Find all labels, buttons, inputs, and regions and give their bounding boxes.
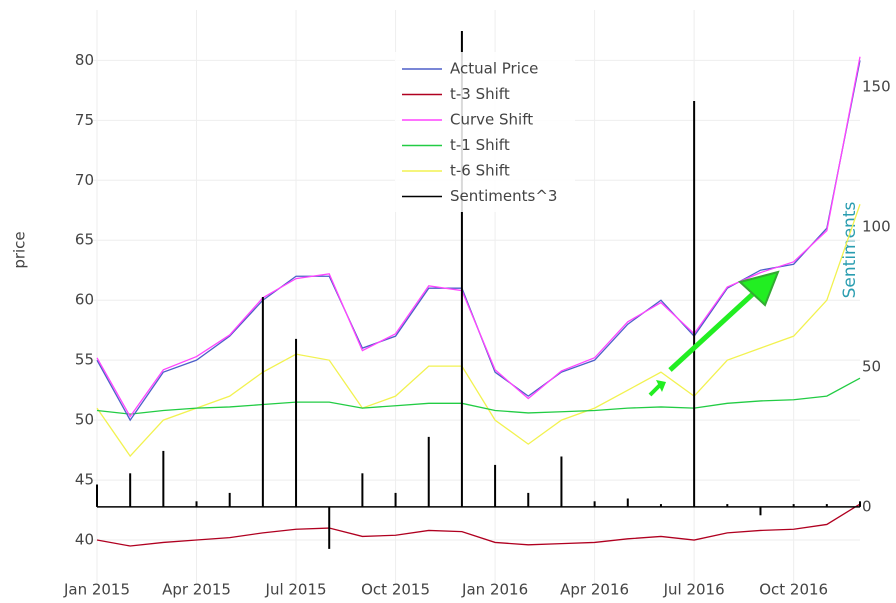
x-tick-label: Apr 2015 <box>162 581 231 599</box>
y2-tick-label: 0 <box>862 497 872 515</box>
legend-label: Curve Shift <box>450 111 533 129</box>
y-tick-label: 65 <box>75 231 94 249</box>
legend: Actual Price t-3 Shift Curve Shift t-1 Shif… <box>395 52 575 212</box>
y2-tick-label: 50 <box>862 357 881 375</box>
plot-area <box>92 10 861 585</box>
x-tick-label: Oct 2016 <box>759 581 828 599</box>
legend-label: Sentiments^3 <box>450 187 557 205</box>
y-tick-label: 70 <box>75 171 94 189</box>
y-tick-label: 60 <box>75 291 94 309</box>
y2-tick-label: 150 <box>862 77 891 95</box>
x-tick-label: Jan 2015 <box>63 581 130 599</box>
y-axis-label: price <box>11 231 29 268</box>
legend-box <box>395 52 575 212</box>
legend-label: t-1 Shift <box>450 136 510 154</box>
x-tick-label: Jul 2016 <box>663 581 725 599</box>
y2-tick-label: 100 <box>862 217 891 235</box>
legend-label: t-6 Shift <box>450 162 510 180</box>
annotation-arrows <box>648 270 780 397</box>
x-tick-label: Jan 2016 <box>461 581 528 599</box>
y-tick-label: 40 <box>75 531 94 549</box>
y-tick-label: 55 <box>75 351 94 369</box>
x-tick-label: Oct 2015 <box>361 581 430 599</box>
series-line <box>96 377 861 415</box>
series-line <box>96 56 861 418</box>
y2-axis-label: Sentiments <box>840 201 860 298</box>
y-tick-label: 50 <box>75 411 94 429</box>
series-line <box>96 204 861 458</box>
y-tick-label: 75 <box>75 111 94 129</box>
x-tick-label: Jul 2015 <box>265 581 327 599</box>
x-tick-label: Apr 2016 <box>560 581 629 599</box>
legend-label: t-3 Shift <box>450 85 510 103</box>
series-line <box>96 503 861 547</box>
y-tick-label: 45 <box>75 471 94 489</box>
y-tick-label: 80 <box>75 51 94 69</box>
legend-label: Actual Price <box>450 60 538 78</box>
